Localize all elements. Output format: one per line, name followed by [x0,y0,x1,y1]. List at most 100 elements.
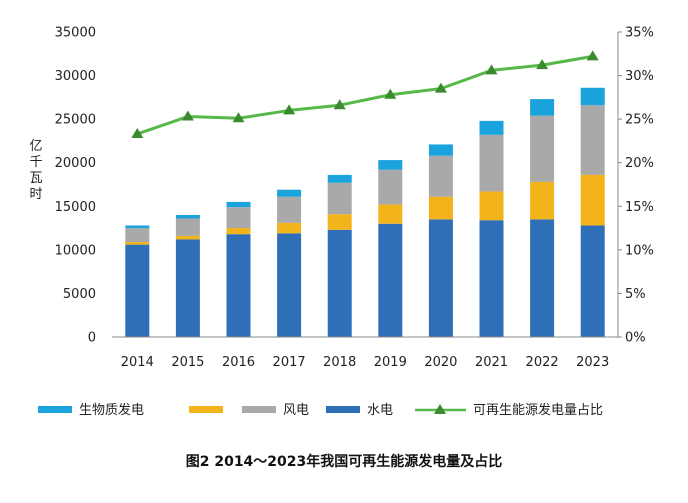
left-axis-ticks: 0 5000 10000 15000 20000 25000 30000 35000 [55,26,96,346]
y-axis-label-char: 时 [29,187,42,202]
legend-label-hydro: 水电 [367,403,393,418]
bar-segment [428,144,453,156]
share-point [131,127,144,138]
right-axis-ticks: 0% 5% 10% 15% 20% 25% 30% 35% [618,26,654,346]
share-point [536,59,549,70]
bar-segment [226,201,251,208]
bar-segment [530,181,555,220]
share-point [232,112,245,123]
bar-segment [327,174,352,183]
right-tick-label: 30% [625,69,654,84]
x-axis-ticks: 2014 2015 2016 2017 2018 2019 2020 2021 2022 2023 [121,355,609,370]
x-tick-label: 2014 [121,355,154,370]
bar-segment [479,120,504,135]
bar-segment [378,204,403,224]
bar-segment [428,155,453,197]
bar-segment [479,191,504,221]
legend-label-wind: 风电 [283,403,309,418]
bar-segment [428,219,453,337]
bar-segment [580,174,605,226]
right-tick-label: 20% [625,156,654,171]
share-point [485,64,498,75]
bars-group [125,87,605,337]
bar-segment [327,214,352,230]
left-tick-label: 20000 [55,156,96,171]
bar-segment [580,225,605,337]
bar-segment [327,182,352,215]
bar-segment [175,215,200,219]
x-tick-label: 2020 [424,355,457,370]
left-tick-label: 35000 [55,26,96,41]
left-tick-label: 10000 [55,243,96,258]
legend-label-biomass: 生物质发电 [79,402,144,418]
right-tick-label: 0% [625,331,646,346]
left-tick-label: 15000 [55,200,96,215]
legend-swatch-orange [189,406,223,413]
bar-segment [530,115,555,182]
x-tick-label: 2018 [323,355,356,370]
bar-segment [479,220,504,337]
bar-segment [175,218,200,236]
x-tick-label: 2022 [526,355,559,370]
left-tick-label: 5000 [63,287,96,302]
y-axis-label-char: 亿 [29,139,42,154]
legend-swatch-hydro [326,406,360,413]
bar-segment [530,219,555,337]
right-tick-label: 35% [625,26,654,41]
bar-segment [175,235,200,240]
share-point [283,104,296,115]
bar-segment [479,134,504,192]
bar-segment [327,229,352,337]
x-tick-label: 2016 [222,355,255,370]
legend-swatch-biomass [38,406,72,413]
right-tick-label: 10% [625,243,654,258]
bar-segment [530,99,555,116]
bar-segment [226,234,251,337]
y-axis-label-char: 千 [29,155,42,170]
legend-swatch-wind [242,406,276,413]
bar-segment [277,189,302,197]
left-tick-label: 25000 [55,113,96,128]
y-axis-label: 亿 千 瓦 时 [29,139,42,202]
bar-segment [378,169,403,205]
share-point [384,88,397,99]
bar-segment [277,222,302,234]
x-tick-label: 2023 [576,355,609,370]
share-point [333,99,346,110]
y-axis-label-char: 瓦 [29,171,42,186]
share-point [586,50,599,61]
share-line [136,54,593,136]
x-tick-label: 2015 [171,355,204,370]
legend-label-share: 可再生能源发电量占比 [473,402,603,418]
x-tick-label: 2021 [475,355,508,370]
share-point [434,82,447,93]
bar-segment [125,242,150,245]
x-tick-label: 2017 [273,355,306,370]
line-layer [131,50,599,138]
bar-segment [125,225,150,229]
bar-segment [378,160,403,170]
left-tick-label: 0 [88,331,96,346]
bar-segment [175,239,200,337]
right-tick-label: 15% [625,200,654,215]
bar-segment [125,244,150,337]
legend-marker [434,404,446,414]
share-point [181,110,194,121]
bar-segment [428,196,453,220]
x-tick-label: 2019 [374,355,407,370]
bar-segment [226,207,251,229]
bar-segment [580,87,605,106]
bar-segment [580,105,605,175]
bar-segment [226,228,251,235]
left-tick-label: 30000 [55,69,96,84]
bar-segment [125,228,150,243]
bar-segment [277,233,302,337]
legend: 生物质发电 风电 水电 可再生能源发电量占比 [38,402,603,418]
figure-caption: 图2 2014～2023年我国可再生能源发电量及占比 [186,453,503,470]
bar-segment [277,196,302,223]
right-tick-label: 5% [625,287,646,302]
right-tick-label: 25% [625,113,654,128]
bar-segment [378,223,403,337]
